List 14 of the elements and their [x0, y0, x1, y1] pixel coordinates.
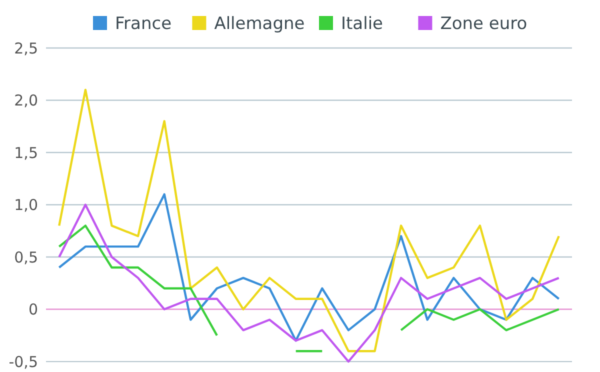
y-tick-label: 1,0 [14, 196, 38, 214]
y-tick-label: 0 [28, 300, 38, 319]
y-tick-label: 0,5 [14, 248, 38, 266]
y-tick-label: 2,0 [14, 92, 38, 110]
legend-label: Allemagne [214, 14, 305, 34]
y-tick-label: 2,5 [14, 39, 38, 58]
line-series [58, 204, 560, 363]
legend-label: France [115, 14, 172, 34]
legend-label: Zone euro [440, 14, 528, 34]
y-tick-label: -0,5 [8, 352, 38, 371]
legend-label: Italie [341, 14, 384, 34]
line-series [58, 88, 560, 352]
y-tick-label: 1,5 [14, 144, 38, 162]
line-series [58, 193, 560, 342]
